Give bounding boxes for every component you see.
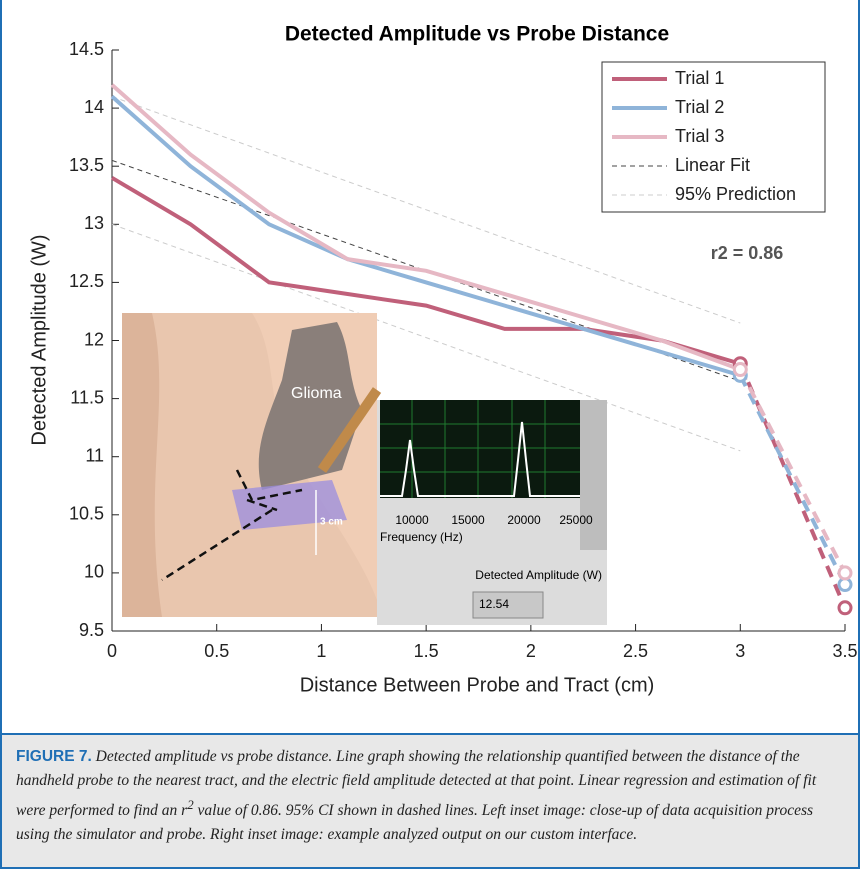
inset-label: 3 cm (320, 517, 343, 528)
y-tick-label: 14.5 (69, 39, 104, 59)
fit-line (111, 223, 741, 452)
chart: Detected Amplitude vs Probe Distance Dis… (28, 23, 857, 697)
x-tick-label: 0.5 (204, 641, 229, 661)
legend-label: 95% Prediction (675, 184, 796, 204)
series-line (738, 374, 847, 586)
caption-superscript: 2 (187, 797, 194, 812)
inset-tick: 10000 (395, 513, 429, 527)
y-tick-label: 9.5 (79, 620, 104, 640)
y-tick-label: 13.5 (69, 155, 104, 175)
inset-label: Frequency (Hz) (380, 530, 463, 544)
caption-text: Detected amplitude vs probe distance. Li… (16, 748, 817, 820)
x-tick-label: 2 (526, 641, 536, 661)
x-axis-title: Distance Between Probe and Tract (cm) (300, 674, 655, 696)
x-tick-label: 0 (107, 641, 117, 661)
y-tick-label: 10 (84, 562, 104, 582)
x-tick-label: 3 (735, 641, 745, 661)
y-axis-title: Detected Amplitude (W) (28, 234, 50, 445)
chart-title: Detected Amplitude vs Probe Distance (285, 23, 669, 46)
caption-label: FIGURE 7. (16, 748, 92, 765)
fit-line (111, 159, 741, 382)
inset-value: 12.54 (479, 597, 509, 611)
inset-label: Glioma (291, 385, 342, 402)
x-tick-label: 3.5 (832, 641, 857, 661)
legend-label: Trial 3 (675, 126, 724, 146)
series-line (110, 176, 741, 366)
series-line (110, 83, 741, 372)
spectrum-trace (380, 421, 580, 497)
photo-shade (122, 313, 162, 617)
insets: Glioma 3 cm 10000 15000 20000 25000 Freq… (122, 313, 607, 625)
caption: FIGURE 7. Detected amplitude vs probe di… (2, 733, 858, 867)
legend-label: Trial 1 (675, 68, 724, 88)
annotation: r2 = 0.86 (711, 243, 784, 263)
y-tick-label: 10.5 (69, 504, 104, 524)
x-tick-label: 1 (316, 641, 326, 661)
amp-box (472, 591, 544, 619)
y-tick-label: 14 (84, 97, 104, 117)
marker (837, 565, 853, 581)
legend-label: Trial 2 (675, 97, 724, 117)
caption-text: value of 0.86. 95% CI shown in dashed li… (16, 802, 814, 844)
tract-outline (161, 469, 303, 582)
series-line (110, 94, 741, 378)
marker (837, 600, 853, 616)
inset-tick: 15000 (451, 513, 485, 527)
series-line (738, 368, 847, 574)
series-line (738, 362, 847, 609)
y-tick-label: 11.5 (70, 387, 104, 407)
legend-label: Linear Fit (675, 155, 750, 175)
x-tick-label: 2.5 (623, 641, 648, 661)
y-tick-label: 12.5 (69, 271, 104, 291)
y-tick-label: 12 (84, 329, 104, 349)
x-tick-label: 1.5 (414, 641, 439, 661)
plot-area (110, 49, 847, 632)
fit-line (111, 96, 741, 324)
y-tick-label: 11 (85, 445, 104, 465)
inset-tick: 25000 (559, 513, 593, 527)
inset-label: Detected Amplitude (W) (475, 568, 602, 582)
y-tick-label: 13 (84, 213, 104, 233)
inset-tick: 20000 (507, 513, 541, 527)
probe (317, 387, 382, 473)
ui-scroll (580, 400, 607, 550)
marker (732, 362, 748, 378)
spectrum-plot (380, 400, 580, 498)
